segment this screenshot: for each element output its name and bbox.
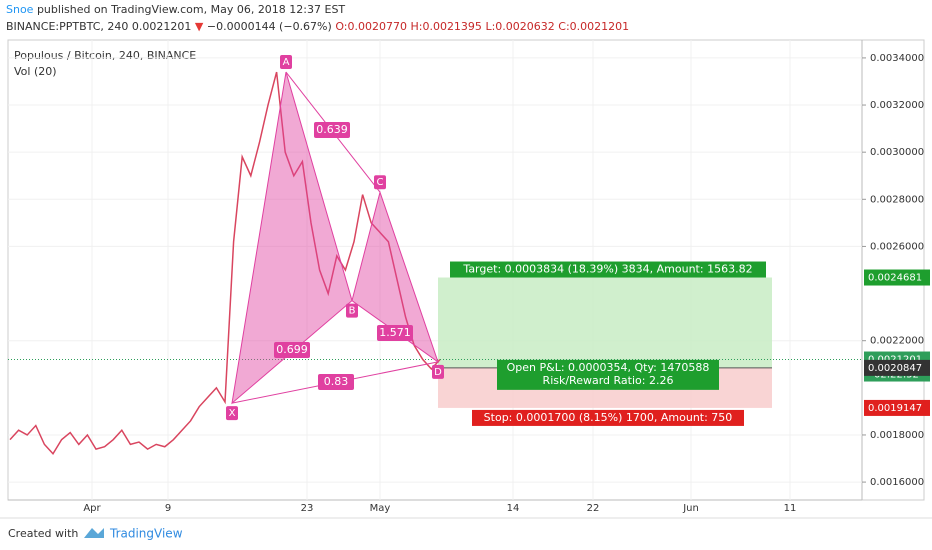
stop-badge-box	[864, 399, 930, 416]
high: H:0.0021395	[410, 20, 481, 33]
y-tick-label: 0.0018000	[870, 430, 924, 441]
x-tick-label: Jun	[682, 503, 699, 514]
pattern-point-label: C	[377, 177, 384, 188]
header-line-2: BINANCE:PPTBTC, 240 0.0021201 ▼ −0.00001…	[6, 20, 629, 33]
y-tick-label: 0.0026000	[870, 241, 924, 252]
pattern-point-label: D	[434, 367, 442, 378]
pattern-point-box	[280, 55, 292, 70]
stop-label: Stop: 0.0001700 (8.15%) 1700, Amount: 75…	[484, 411, 733, 424]
change: −0.0000144 (−0.67%)	[207, 20, 332, 33]
stop-label-box	[472, 409, 744, 426]
footer-brand[interactable]: TradingView	[109, 527, 183, 541]
ratio-label: 0.83	[324, 375, 349, 388]
y-tick-label: 0.0034000	[870, 53, 924, 64]
entry-badge: 0.0020847	[868, 363, 922, 374]
price-line	[9, 71, 441, 456]
target-label: Target: 0.0003834 (18.39%) 3834, Amount:…	[462, 263, 752, 276]
x-tick-label: May	[370, 503, 391, 514]
y-tick-label: 0.0022000	[870, 336, 924, 347]
pnl-label: Open P&L: 0.0000354, Qty: 1470588	[507, 361, 710, 374]
ratio-label: 0.639	[316, 123, 348, 136]
low: L:0.0020632	[485, 20, 554, 33]
ratio-label: 0.699	[276, 343, 308, 356]
open: O:0.0020770	[335, 20, 407, 33]
y-tick-label: 0.0028000	[870, 194, 924, 205]
x-tick-label: 9	[165, 503, 171, 514]
pattern-point-label: A	[283, 57, 290, 68]
ratio-label: 1.571	[379, 326, 411, 339]
stop-badge: 0.0019147	[868, 403, 922, 414]
symbol: BINANCE:PPTBTC, 240	[6, 20, 128, 33]
volume-label: Vol (20)	[14, 65, 57, 78]
pattern-point-box	[374, 175, 386, 190]
target-badge: 0.0024681	[868, 273, 922, 284]
ratio-box	[274, 342, 310, 358]
published: published on TradingView.com, May 06, 20…	[37, 3, 345, 16]
arrow: ▼	[195, 20, 204, 33]
pattern-point-label: X	[229, 408, 236, 419]
last: 0.0021201	[132, 20, 192, 33]
footer-created: Created with	[8, 527, 78, 540]
pnl-box	[497, 359, 719, 390]
target-badge-box	[864, 269, 930, 286]
ratio-box	[318, 374, 354, 390]
x-tick-label: 14	[507, 503, 520, 514]
chart-title: Populous / Bitcoin, 240, BINANCE	[14, 49, 196, 62]
x-tick-label: 22	[587, 503, 600, 514]
target-label-box	[450, 261, 766, 278]
x-tick-label: 23	[301, 503, 314, 514]
pattern-point-box	[346, 303, 358, 318]
y-tick-label: 0.0016000	[870, 477, 924, 488]
author[interactable]: Snoe	[6, 3, 34, 16]
logo	[84, 528, 104, 538]
pattern-point-box	[432, 364, 444, 379]
entry-badge-box	[864, 359, 930, 376]
close: C:0.0021201	[558, 20, 629, 33]
ratio-box	[377, 325, 413, 341]
target-zone	[438, 277, 772, 368]
y-tick-label: 0.0030000	[870, 147, 924, 158]
x-tick-label: 11	[784, 503, 797, 514]
header-line-1: Snoe published on TradingView.com, May 0…	[6, 3, 345, 16]
pattern-point-box	[226, 406, 238, 421]
pattern-point-label: B	[349, 306, 356, 317]
x-tick-label: Apr	[83, 503, 101, 514]
y-tick-label: 0.0032000	[870, 100, 924, 111]
ratio-box	[314, 122, 350, 138]
rr-label: Risk/Reward Ratio: 2.26	[543, 374, 674, 387]
